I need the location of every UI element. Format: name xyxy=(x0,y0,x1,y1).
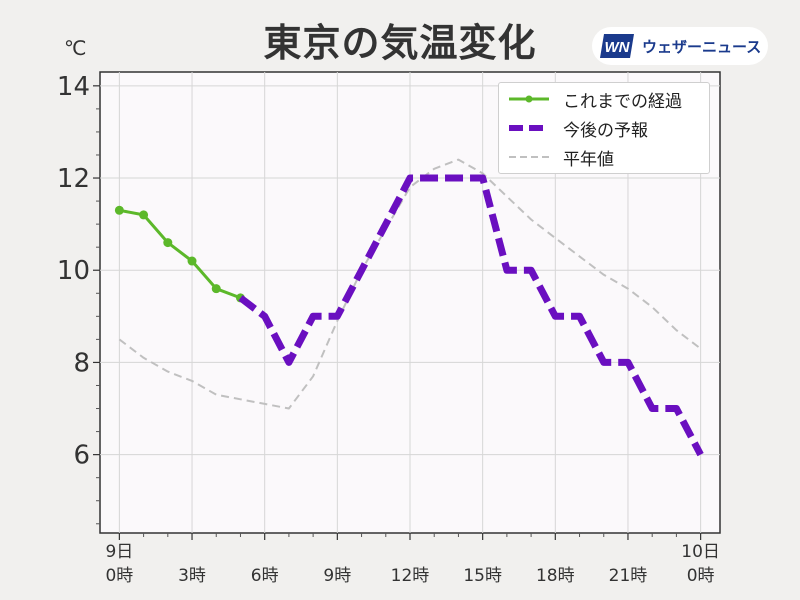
wn-logo-icon: WN xyxy=(600,34,634,58)
legend: これまでの経過 今後の予報 平年値 xyxy=(498,82,710,174)
chart-title: 東京の気温変化 xyxy=(263,21,537,65)
series-point-observed xyxy=(139,210,149,220)
minor-ticks xyxy=(96,108,677,537)
x-tick-label-day: 9日 xyxy=(105,542,133,562)
brand-name: ウェザーニュース xyxy=(642,37,762,56)
x-tick-label-day: 10日 xyxy=(681,542,720,562)
series-line-forecast xyxy=(238,174,704,457)
brand-logo: WN ウェザーニュース xyxy=(592,27,768,65)
x-tick-label-hour: 9時 xyxy=(323,566,351,586)
legend-label-normal: 平年値 xyxy=(563,149,614,170)
x-tick-label-hour: 0時 xyxy=(105,566,133,586)
x-tick-label-hour: 6時 xyxy=(251,566,279,586)
series-point-observed xyxy=(187,256,197,266)
legend-item-forecast: 今後の予報 xyxy=(499,114,709,142)
logo-mark-text: WN xyxy=(605,39,631,56)
x-tick-label-hour: 0時 xyxy=(687,566,715,586)
legend-swatch-forecast xyxy=(509,125,549,131)
y-axis-ticks: 6 8 10 12 14 xyxy=(57,72,100,471)
legend-label-forecast: 今後の予報 xyxy=(563,120,648,141)
legend-label-observed: これまでの経過 xyxy=(563,91,682,112)
legend-item-observed: これまでの経過 xyxy=(499,85,709,113)
series-layer xyxy=(114,158,704,457)
y-axis-unit: ℃ xyxy=(64,36,87,60)
x-axis-ticks: 9日 0時 3時 6時 9時 12時 15時 18時 21時 10日 0時 xyxy=(105,533,720,586)
y-tick-label: 10 xyxy=(57,256,90,286)
x-tick-label-hour: 15時 xyxy=(463,566,502,586)
x-tick-label-hour: 21時 xyxy=(609,566,648,586)
series-point-observed xyxy=(114,205,124,215)
y-tick-label: 14 xyxy=(57,72,90,102)
legend-swatch-observed xyxy=(509,95,549,103)
series-point-observed xyxy=(163,238,173,248)
series-line-normal xyxy=(118,158,702,410)
legend-item-normal: 平年値 xyxy=(499,143,709,171)
legend-swatch-normal xyxy=(509,156,549,158)
x-tick-label-hour: 3時 xyxy=(178,566,206,586)
x-tick-label-hour: 12時 xyxy=(391,566,430,586)
x-tick-label-hour: 18時 xyxy=(536,566,575,586)
y-tick-label: 8 xyxy=(73,348,90,378)
series-point-observed xyxy=(211,284,221,294)
y-tick-label: 12 xyxy=(57,164,90,194)
y-tick-label: 6 xyxy=(73,441,90,471)
